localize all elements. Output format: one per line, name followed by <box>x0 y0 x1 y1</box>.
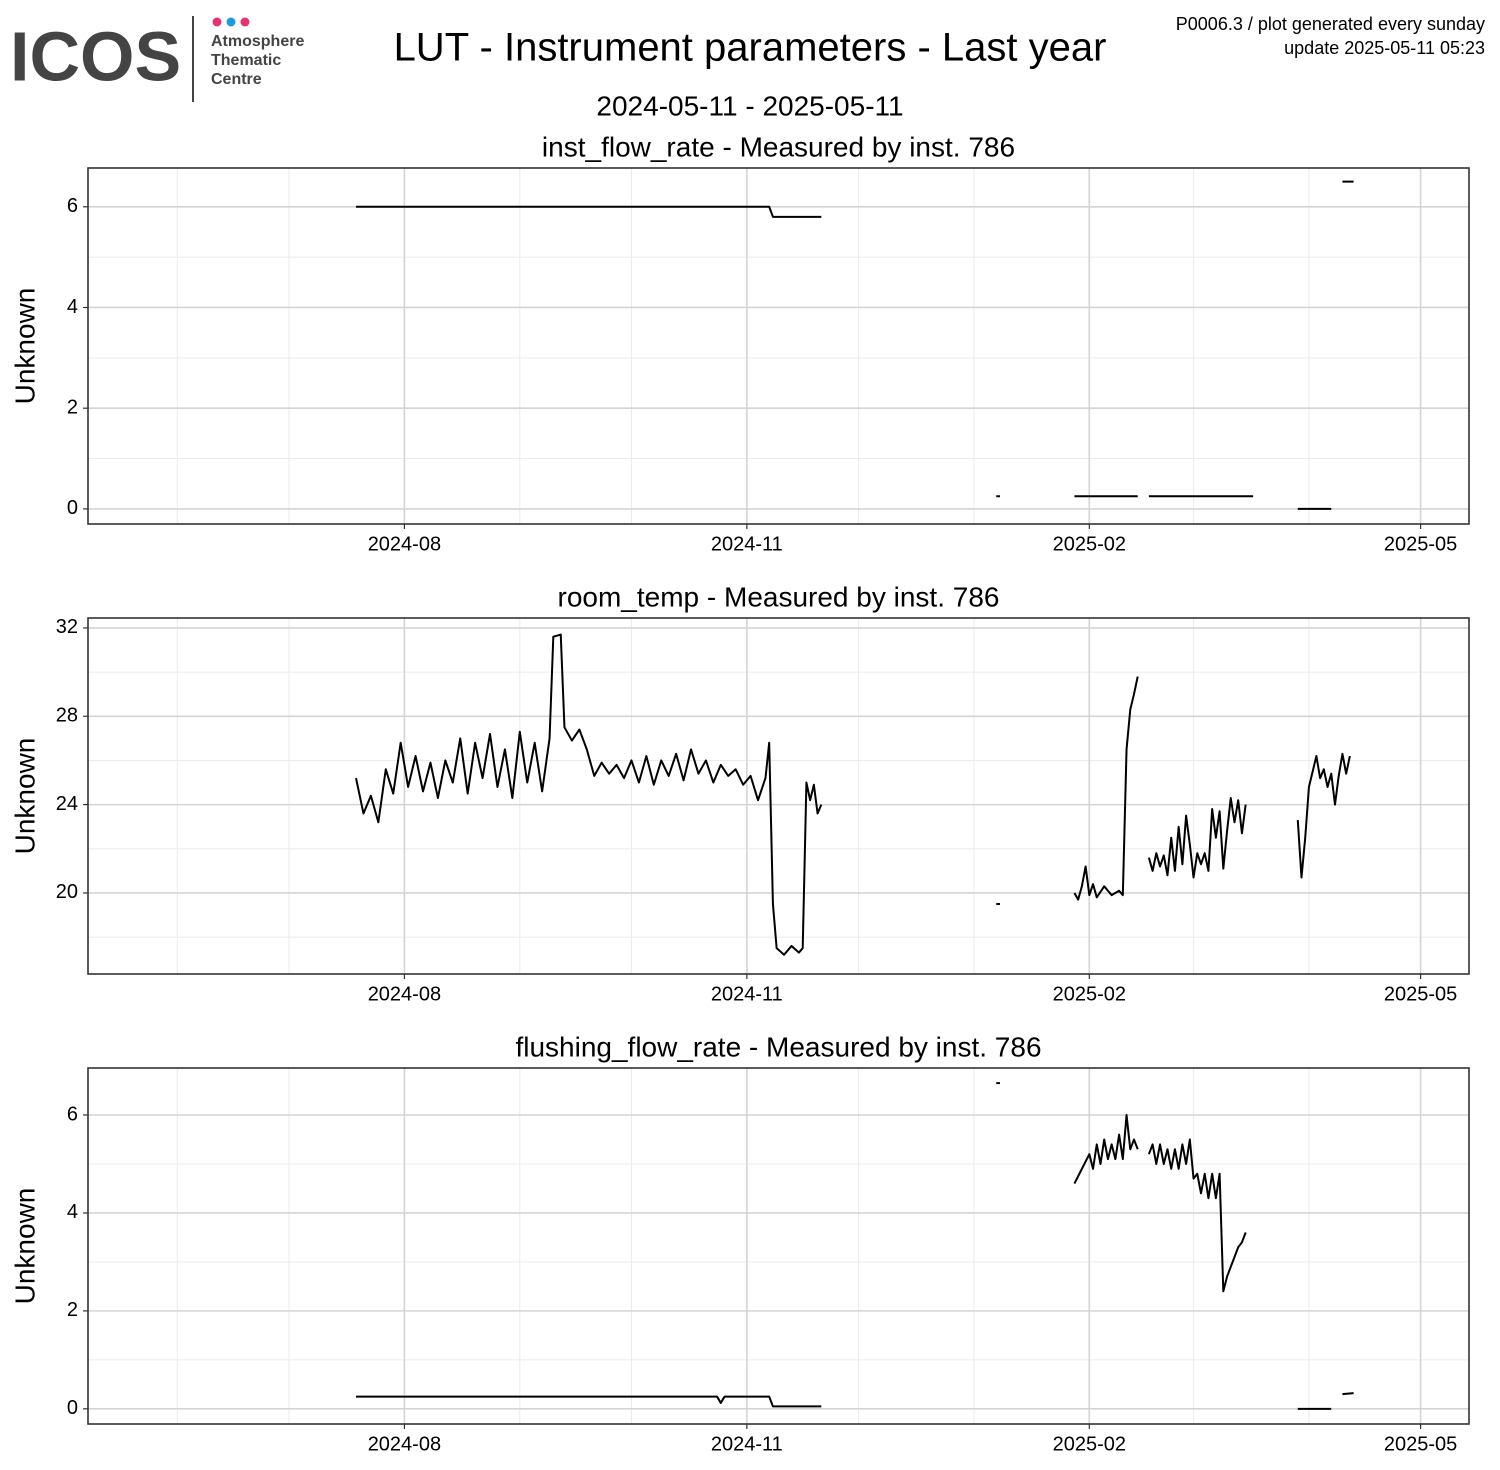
x-tick-label: 2024-11 <box>711 1433 783 1455</box>
x-tick-label: 2024-08 <box>368 533 441 555</box>
x-tick-label: 2024-11 <box>711 533 783 555</box>
y-tick-label: 0 <box>67 1397 78 1419</box>
logo-dot <box>226 17 236 27</box>
x-tick-label: 2024-11 <box>711 983 783 1005</box>
logo-dot <box>240 17 250 27</box>
y-axis-label: Unknown <box>9 738 40 855</box>
x-tick-label: 2025-05 <box>1384 983 1457 1005</box>
x-tick-label: 2025-05 <box>1384 533 1457 555</box>
y-tick-label: 28 <box>56 705 78 727</box>
y-tick-label: 6 <box>67 1103 78 1125</box>
x-tick-label: 2025-02 <box>1053 533 1126 555</box>
x-tick-label: 2024-08 <box>368 983 441 1005</box>
data-line <box>355 633 1351 956</box>
y-axis-label: Unknown <box>9 1188 40 1305</box>
page-subtitle: 2024-05-11 - 2025-05-11 <box>596 90 903 121</box>
y-tick-label: 2 <box>67 1299 78 1321</box>
panel-frame <box>87 617 1470 975</box>
y-tick-label: 4 <box>67 1201 78 1223</box>
y-tick-label: 0 <box>67 497 78 519</box>
logo-dot <box>212 17 222 27</box>
y-axis-label: Unknown <box>9 288 40 405</box>
panel-frame <box>87 1067 1470 1425</box>
logo: ICOS <box>10 17 181 95</box>
logo-text: Centre <box>211 71 262 88</box>
y-tick-label: 2 <box>67 396 78 418</box>
logo-text: Atmosphere <box>211 33 304 50</box>
panel-title: room_temp - Measured by inst. 786 <box>558 581 1000 612</box>
note: P0006.3 / plot generated every sunday <box>1176 14 1485 34</box>
panel-title: flushing_flow_rate - Measured by inst. 7… <box>515 1031 1041 1062</box>
y-tick-label: 6 <box>67 195 78 217</box>
y-tick-label: 32 <box>56 616 78 638</box>
note: update 2025-05-11 05:23 <box>1284 38 1485 58</box>
panel-title: inst_flow_rate - Measured by inst. 786 <box>542 131 1015 162</box>
x-tick-label: 2025-02 <box>1053 1433 1126 1455</box>
data-line <box>356 180 1354 510</box>
y-tick-label: 24 <box>56 793 78 815</box>
x-tick-label: 2025-02 <box>1053 983 1126 1005</box>
y-tick-label: 4 <box>67 296 78 318</box>
y-tick-label: 20 <box>56 881 78 903</box>
panel-frame <box>87 167 1470 525</box>
x-tick-label: 2025-05 <box>1384 1433 1457 1455</box>
page-title: LUT - Instrument parameters - Last year <box>394 26 1107 70</box>
x-tick-label: 2024-08 <box>368 1433 441 1455</box>
data-line <box>356 1082 1354 1410</box>
logo-text: Thematic <box>211 52 281 69</box>
